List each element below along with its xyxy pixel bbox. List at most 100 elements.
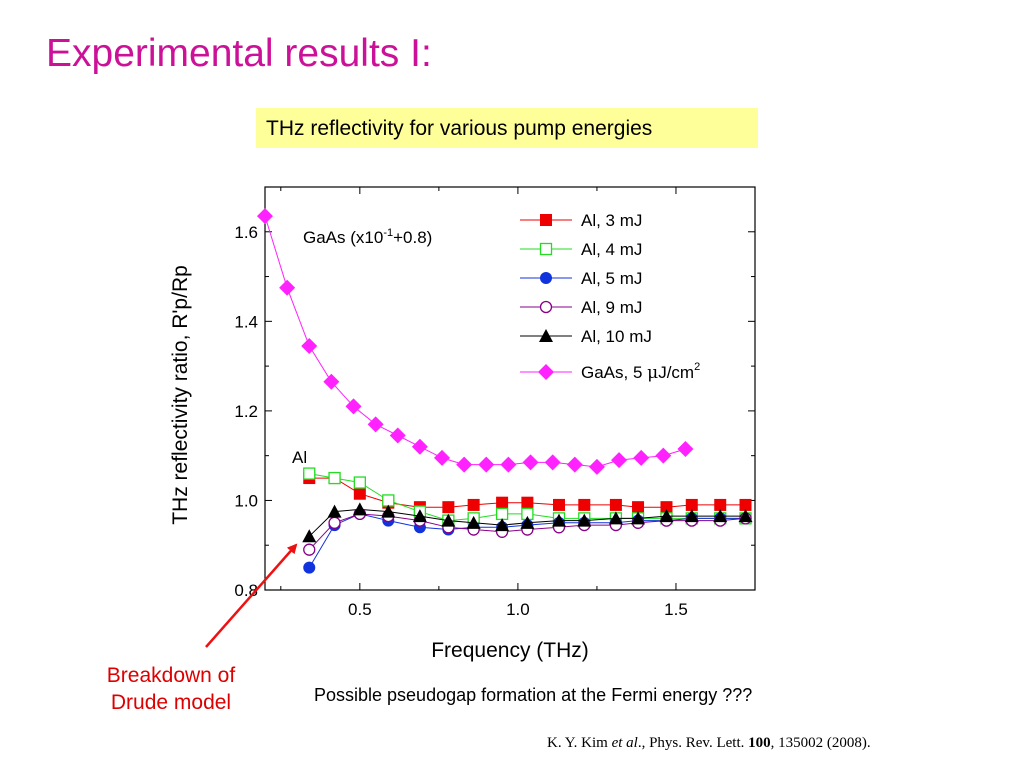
data-point	[434, 449, 451, 466]
legend-label: Al, 4 mJ	[581, 240, 642, 259]
legend-marker	[539, 242, 553, 256]
data-point	[257, 208, 273, 225]
legend-item-3: Al, 9 mJ	[520, 298, 642, 317]
data-point	[655, 447, 672, 464]
legend-marker	[540, 272, 552, 284]
citation-authors: K. Y. Kim	[547, 735, 612, 751]
pseudogap-note: Possible pseudogap formation at the Ferm…	[314, 685, 753, 705]
breakdown-line-1: Breakdown of	[106, 664, 236, 687]
breakdown-line-2: Drude model	[110, 691, 232, 714]
data-point	[684, 509, 699, 523]
legend-marker	[539, 300, 553, 314]
data-point	[713, 509, 728, 523]
data-point	[467, 498, 480, 511]
y-axis-label-text: THz reflectivity ratio, R'p/Rp	[169, 265, 192, 525]
data-point	[685, 498, 698, 511]
x-tick-label: 1.0	[506, 600, 530, 619]
series-5	[257, 208, 694, 475]
citation-journal: ., Phys. Rev. Lett.	[637, 735, 749, 751]
data-point	[328, 516, 341, 529]
data-point	[441, 513, 456, 527]
data-point	[495, 518, 510, 532]
legend-label: GaAs, 5 μJ/cm2	[581, 361, 700, 383]
legend: Al, 3 mJ Al, 4 mJ Al, 5 mJ Al, 9 mJ Al, 10 m…	[520, 211, 700, 383]
legend-label: Al, 10 mJ	[581, 327, 652, 346]
al-annotation: Al	[292, 448, 307, 467]
y-tick-label: 1.2	[234, 402, 258, 421]
gaas-annotation-rest: +0.8)	[393, 228, 432, 247]
data-point	[367, 416, 384, 433]
y-axis-label: THz reflectivity ratio, R'p/Rp	[169, 265, 192, 525]
data-point	[353, 487, 366, 500]
plot-subtitle: THz reflectivity for various pump energi…	[266, 117, 653, 140]
legend-item-4: Al, 10 mJ	[520, 327, 652, 346]
data-point	[633, 449, 650, 466]
data-point	[500, 456, 517, 473]
legend-label: Al, 5 mJ	[581, 269, 642, 288]
data-point	[327, 504, 342, 518]
data-point	[412, 509, 427, 523]
data-point	[714, 498, 727, 511]
data-series	[257, 208, 753, 574]
breakdown-annotation: Breakdown of Drude model	[80, 662, 262, 716]
x-axis-label: Frequency (THz)	[431, 639, 589, 662]
data-point	[588, 458, 605, 475]
legend-item-1: Al, 4 mJ	[520, 240, 642, 259]
data-point	[611, 452, 628, 469]
citation-etal: et al	[611, 735, 638, 751]
data-point	[520, 515, 535, 529]
data-point	[411, 438, 428, 455]
citation-volume: 100	[748, 735, 771, 751]
data-point	[303, 467, 316, 480]
data-point	[659, 509, 674, 523]
data-point	[609, 498, 622, 511]
plot-subtitle-box: THz reflectivity for various pump energi…	[256, 108, 758, 148]
data-point	[522, 454, 539, 471]
data-point	[496, 496, 509, 509]
data-point	[660, 501, 673, 514]
x-tick-label: 0.5	[348, 600, 372, 619]
data-point	[478, 456, 495, 473]
data-point	[466, 515, 481, 529]
gaas-annotation: GaAs (x10-1+0.8)	[303, 227, 432, 247]
data-point	[353, 476, 366, 489]
legend-item-2: Al, 5 mJ	[520, 269, 642, 288]
data-point	[345, 398, 362, 415]
data-point	[279, 279, 296, 296]
data-point	[495, 507, 509, 521]
legend-label-part: J/cm	[658, 363, 694, 382]
citation-rest: , 135002 (2008).	[770, 735, 871, 751]
axis-tick-labels: 0.5 1.0 1.50.81.01.21.41.6	[234, 223, 687, 619]
data-point	[608, 511, 623, 525]
data-point	[631, 511, 646, 525]
data-point	[553, 498, 565, 511]
data-point	[578, 498, 591, 511]
data-point	[303, 561, 316, 574]
data-point	[552, 513, 566, 527]
legend-marker	[538, 364, 554, 380]
data-point	[739, 498, 752, 511]
data-point	[301, 337, 318, 354]
legend-label-superscript: 2	[694, 361, 700, 373]
data-point	[677, 440, 694, 457]
data-point	[566, 456, 583, 473]
data-point	[352, 502, 367, 516]
legend-label-part: GaAs, 5	[581, 363, 647, 382]
x-tick-label: 1.5	[664, 600, 688, 619]
data-point	[328, 471, 341, 485]
legend-item-0: Al, 3 mJ	[520, 211, 642, 230]
data-point	[442, 501, 455, 514]
y-tick-label: 1.0	[234, 491, 258, 510]
series-0	[303, 472, 752, 514]
data-point	[382, 494, 395, 507]
legend-label: Al, 3 mJ	[581, 211, 642, 230]
legend-item-5: GaAs, 5 μJ/cm2	[520, 361, 700, 383]
legend-marker	[540, 214, 552, 226]
slide-title: Experimental results I:	[46, 32, 432, 75]
data-point	[738, 509, 753, 523]
y-tick-label: 1.4	[234, 312, 258, 331]
data-point	[303, 543, 316, 556]
gaas-annotation-exp: -1	[383, 227, 393, 239]
data-point	[544, 454, 561, 471]
